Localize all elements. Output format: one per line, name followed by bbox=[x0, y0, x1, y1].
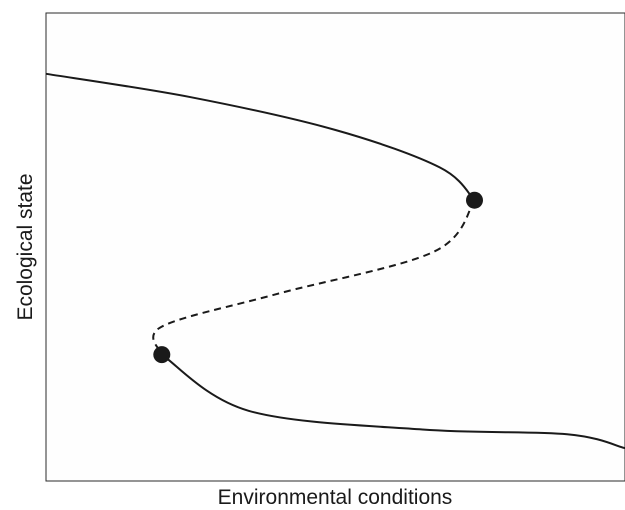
plot-area bbox=[45, 12, 625, 482]
y-axis-label: Ecological state bbox=[14, 173, 37, 320]
unstable-branch-line-1 bbox=[152, 199, 476, 355]
tipping-point-marker-0 bbox=[466, 191, 483, 209]
marker-layer bbox=[153, 191, 483, 364]
x-axis-label: Environmental conditions bbox=[218, 486, 453, 509]
tipping-point-marker-1 bbox=[153, 346, 171, 364]
stable-branch-line-0 bbox=[45, 72, 476, 201]
series-layer bbox=[45, 72, 625, 450]
stable-branch-line-2 bbox=[161, 353, 625, 450]
